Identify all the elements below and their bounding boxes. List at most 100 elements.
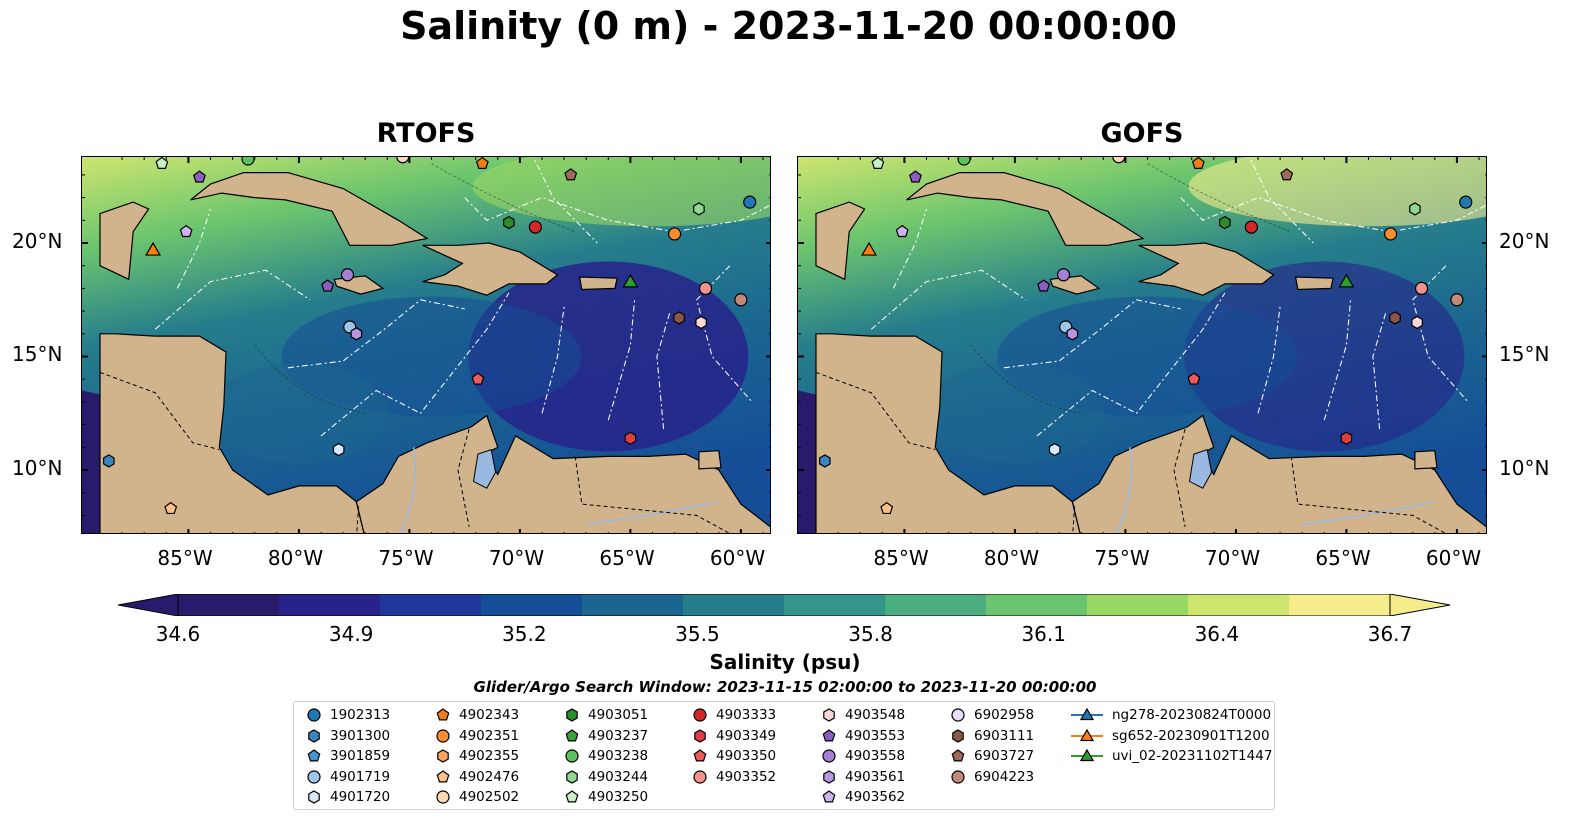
float-marker-4903558 — [1056, 268, 1071, 282]
legend-marker-4903562 — [822, 790, 836, 803]
colorbar-bin — [784, 594, 886, 616]
float-marker-4903238 — [957, 157, 971, 166]
colorbar-tick-label: 36.7 — [1367, 622, 1413, 646]
legend-item: 4901720 — [306, 787, 390, 807]
gofs-lon-label: 65°W — [1315, 546, 1371, 570]
float-marker-6904223 — [1450, 293, 1464, 307]
float-marker-6903111 — [673, 311, 685, 325]
colorbar-bin — [683, 594, 785, 616]
land-yucatan — [99, 201, 150, 281]
gofs-lon-label: 85°W — [873, 546, 929, 570]
legend-marker-4902502 — [436, 790, 450, 804]
legend-item: 4903553 — [821, 726, 905, 746]
legend-marker-4901719 — [307, 770, 321, 784]
float-marker-4903250 — [871, 157, 885, 169]
land-puertorico — [1294, 276, 1334, 291]
float-marker-4903553 — [1037, 279, 1051, 292]
salinity-colorbar — [118, 594, 1451, 616]
legend-item: 6904223 — [950, 767, 1034, 787]
legend-label: uvi_02-20231102T1447 — [1112, 748, 1273, 765]
float-marker-4903244 — [1409, 202, 1421, 216]
land-hispaniola — [422, 242, 559, 296]
gofs-lon-label: 70°W — [1204, 546, 1261, 570]
rtofs-lon-label: 65°W — [599, 546, 655, 570]
float-marker-4903553 — [193, 170, 206, 183]
legend-label: 4903349 — [716, 727, 777, 744]
legend-marker-4902343 — [436, 708, 450, 721]
land-trinidad — [698, 450, 722, 470]
search-window-text: Glider/Argo Search Window: 2023-11-15 02… — [473, 678, 1097, 696]
colorbar-bin — [1188, 594, 1290, 616]
lat-label-right-20n: 20°N — [1499, 229, 1550, 253]
legend-label: 4902343 — [459, 707, 520, 723]
legend-item: 4903562 — [821, 787, 905, 807]
float-marker-6903111 — [1389, 311, 1401, 325]
legend-label: 4903548 — [845, 707, 906, 723]
legend-label: 4902351 — [459, 727, 520, 744]
float-marker-4903238 — [241, 157, 255, 166]
legend-label: 4903558 — [845, 748, 906, 765]
colorbar-bin — [582, 594, 684, 616]
legend-item: uvi_02-20231102T1447 — [1070, 746, 1272, 766]
float-marker-4903553 — [321, 279, 335, 292]
land-hispaniola — [1138, 242, 1275, 296]
colorbar-tick-label: 34.9 — [328, 622, 374, 646]
lat-label-left-20n: 20°N — [12, 229, 63, 253]
float-marker-6903727 — [564, 168, 578, 181]
rtofs-lon-label: 85°W — [157, 546, 213, 570]
legend-label: 6903727 — [974, 748, 1035, 765]
land-cuba — [190, 172, 429, 246]
colorbar-tick-label: 36.4 — [1194, 622, 1240, 646]
legend-item: 4903244 — [564, 767, 648, 787]
legend-item: 4903561 — [821, 767, 905, 787]
legend-marker-4903244 — [566, 770, 578, 784]
legend-item: 4903548 — [821, 705, 905, 725]
legend-item: 6903727 — [950, 746, 1034, 766]
legend-item: 4903352 — [692, 767, 776, 787]
legend-label: 4902355 — [459, 748, 520, 765]
colorbar-tick-label: 35.8 — [848, 622, 893, 646]
legend-item: 4901719 — [306, 767, 390, 787]
float-marker-4903349 — [1340, 431, 1353, 445]
colorbar-low-extend — [118, 594, 179, 616]
legend-marker-ng278-20230824T0000 — [1079, 707, 1095, 721]
legend-label: 4902502 — [459, 789, 520, 806]
colorbar-tick-label: 34.6 — [155, 622, 201, 646]
float-marker-4903548 — [1411, 315, 1423, 330]
rtofs-lon-label: 60°W — [709, 546, 766, 570]
legend-item: ng278-20230824T0000 — [1070, 705, 1271, 725]
legend-label: 4903250 — [588, 789, 649, 806]
legend-label: 4903237 — [588, 727, 649, 744]
float-marker-4902343 — [1191, 157, 1205, 169]
colorbar-bin — [885, 594, 987, 616]
gofs-lon-label: 75°W — [1094, 546, 1150, 570]
lat-label-left-15n: 15°N — [12, 342, 63, 366]
rtofs-lon-label: 80°W — [267, 546, 324, 570]
legend-item: 4903349 — [692, 726, 776, 746]
float-marker-3901300 — [819, 454, 831, 468]
legend-label: 4903333 — [716, 707, 777, 723]
legend-marker-4902351 — [436, 728, 450, 743]
colorbar-tick-label: 36.1 — [1021, 622, 1066, 646]
colorbar-bin — [481, 594, 583, 616]
float-marker-4903051 — [1219, 215, 1231, 230]
float-marker-4903561 — [1066, 327, 1079, 341]
legend-label: 3901859 — [330, 748, 391, 765]
legend-label: 4903553 — [845, 727, 906, 744]
legend-item: 4903051 — [564, 705, 648, 725]
land-centralAm — [815, 333, 1081, 533]
land-cuba — [906, 172, 1145, 246]
glider-marker-sg652-20230901T1200 — [861, 241, 878, 256]
legend-marker-4903548 — [823, 708, 835, 722]
legend-marker-uvi_02-20231102T1447 — [1079, 748, 1095, 762]
legend-marker-6903727 — [951, 749, 965, 762]
colorbar-label: Salinity (psu) — [709, 650, 861, 674]
legend-item: 4903250 — [564, 787, 648, 807]
lat-label-left-10n: 10°N — [12, 456, 63, 480]
float-marker-4903561 — [350, 327, 363, 341]
float-marker-4902476 — [164, 501, 178, 515]
colorbar-bin — [380, 594, 482, 616]
legend-label: 4903350 — [716, 748, 777, 765]
float-marker-4903051 — [503, 215, 515, 230]
legend-marker-6902958 — [951, 708, 965, 722]
